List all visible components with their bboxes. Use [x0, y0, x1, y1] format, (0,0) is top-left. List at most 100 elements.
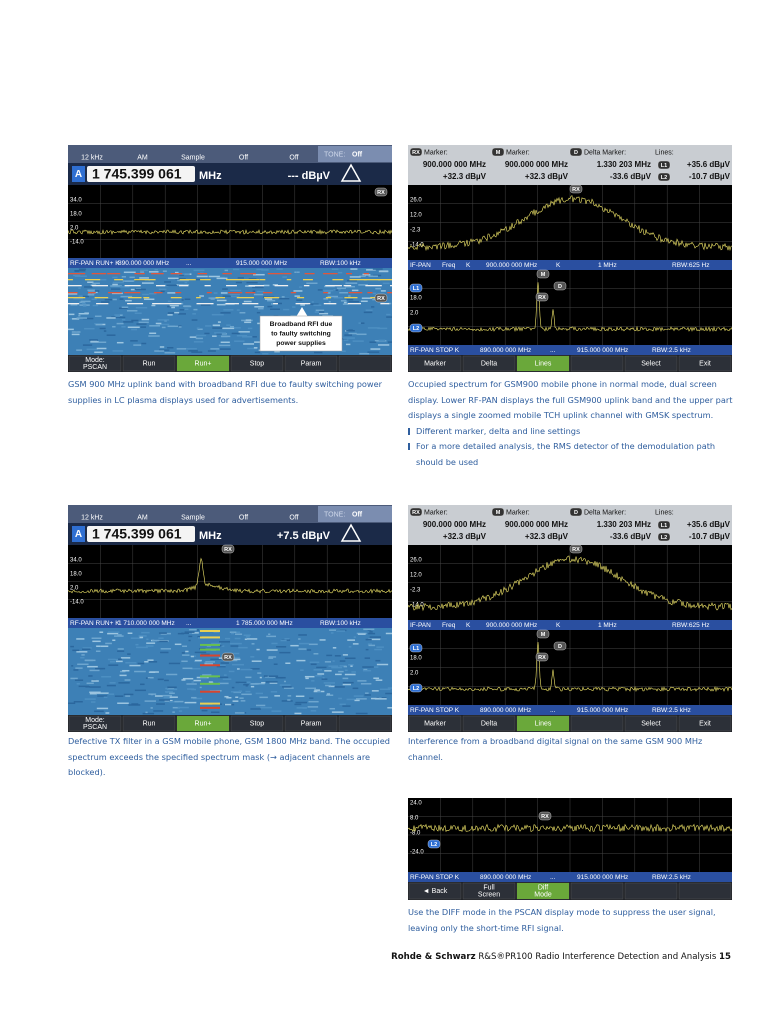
waterfall-noise [335, 289, 339, 291]
waterfall-noise [331, 666, 343, 669]
waterfall-noise [210, 658, 221, 661]
waterfall-noise [370, 666, 379, 668]
waterfall-noise [348, 646, 352, 648]
rfi-line [290, 292, 297, 294]
waterfall-noise [220, 662, 229, 664]
waterfall-noise [112, 350, 124, 352]
rfi-line [200, 654, 220, 657]
channel: A [75, 169, 82, 180]
waterfall-noise [71, 665, 74, 667]
rfi-line [107, 273, 121, 275]
waterfall-noise [140, 271, 145, 273]
rfi-line [200, 643, 220, 646]
info-bar [408, 705, 732, 715]
waterfall-noise [332, 647, 337, 649]
rfi-line [124, 292, 141, 294]
waterfall-noise [92, 282, 100, 285]
marker-label: Delta Marker: [584, 509, 626, 516]
bar-text: 1 710.000 000 MHz [118, 620, 175, 627]
waterfall-noise [101, 676, 112, 678]
waterfall-noise [177, 273, 190, 275]
waterfall-noise [133, 344, 142, 346]
waterfall-noise [300, 304, 305, 306]
waterfall-noise [385, 692, 392, 695]
waterfall-noise [80, 656, 85, 659]
rfi-line [390, 285, 392, 287]
tag-box [536, 629, 550, 639]
waterfall-noise [361, 297, 372, 299]
tag-box [553, 281, 567, 291]
waterfall-noise [324, 670, 332, 672]
waterfall-noise [339, 660, 346, 662]
waterfall-noise [326, 654, 333, 657]
waterfall-noise [84, 327, 95, 330]
waterfall-noise [157, 323, 170, 326]
waterfall-noise [103, 330, 107, 332]
tag-box [409, 683, 423, 693]
waterfall-noise [96, 645, 101, 648]
rfi-line [196, 297, 201, 299]
waterfall-noise [201, 709, 208, 712]
waterfall-noise [230, 327, 241, 329]
waterfall-noise [387, 707, 392, 709]
waterfall-noise [342, 677, 349, 680]
waterfall-noise [138, 635, 147, 637]
softkey-label: Marker [424, 720, 446, 727]
channel: A [75, 529, 82, 540]
waterfall-noise [235, 681, 247, 684]
waterfall-noise [308, 700, 319, 703]
waterfall-noise [231, 686, 235, 689]
waterfall-noise [87, 294, 95, 296]
bar-text: 900.000 000 MHz [486, 262, 537, 269]
waterfall-noise [345, 343, 351, 346]
rfi-line [156, 285, 166, 287]
waterfall-noise [120, 657, 131, 659]
tone-value: Off [352, 151, 363, 158]
waterfall-noise [197, 635, 202, 638]
waterfall-noise [74, 275, 87, 277]
waterfall-noise [235, 633, 243, 635]
waterfall-noise [109, 682, 116, 684]
y-tick-label: -24.0 [410, 850, 424, 856]
waterfall-noise [276, 646, 287, 648]
caption-text: Occupied spectrum for GSM900 mobile phon… [408, 379, 733, 421]
waterfall-noise [377, 327, 388, 330]
y-tick-label: 12.0 [410, 213, 422, 219]
waterfall-noise [230, 645, 239, 647]
waterfall-noise [90, 341, 99, 343]
waterfall-noise [164, 679, 169, 682]
bar-text: IF-PAN [410, 622, 431, 629]
waterfall-noise [294, 271, 297, 273]
waterfall-noise [143, 298, 155, 301]
waterfall-noise [207, 350, 216, 352]
waterfall-noise [105, 712, 110, 714]
tone-label: TONE: [324, 511, 345, 518]
bar-text: Freq [442, 262, 456, 269]
caption: GSM 900 MHz uplink band with broadband R… [68, 377, 394, 408]
waterfall-noise [174, 700, 184, 703]
softkey [230, 355, 284, 372]
waterfall-noise [238, 646, 248, 649]
analyzer-screenshot: 24.0 8.0 -8.0 -24.0 RX L2 RF-PAN STOP K 890.000… [408, 798, 732, 900]
waterfall-noise [247, 327, 253, 330]
waterfall-noise [182, 677, 194, 680]
waterfall-noise [283, 308, 290, 311]
bar-text: ... [186, 620, 192, 627]
tag: D [574, 150, 578, 156]
waterfall-noise [111, 288, 121, 290]
bar-text: RBW:625 Hz [672, 262, 709, 269]
screen: 12 kHz AM Sample Off Off TONE: Off A 1 745.399 0… [68, 505, 392, 732]
bar-text: 890.000 000 MHz [480, 874, 531, 881]
brand: Rohde & Schwarz [391, 952, 476, 962]
bar-text: 1 MHz [598, 622, 617, 629]
waterfall-noise [108, 664, 119, 666]
waterfall-noise [204, 332, 210, 335]
rfi-line [200, 690, 220, 693]
tag: RX [224, 547, 232, 553]
softkey-label: Select [641, 720, 661, 727]
waterfall-noise [165, 687, 168, 690]
waterfall-noise [287, 695, 292, 697]
waterfall-noise [94, 351, 103, 354]
waterfall-noise [332, 660, 335, 662]
